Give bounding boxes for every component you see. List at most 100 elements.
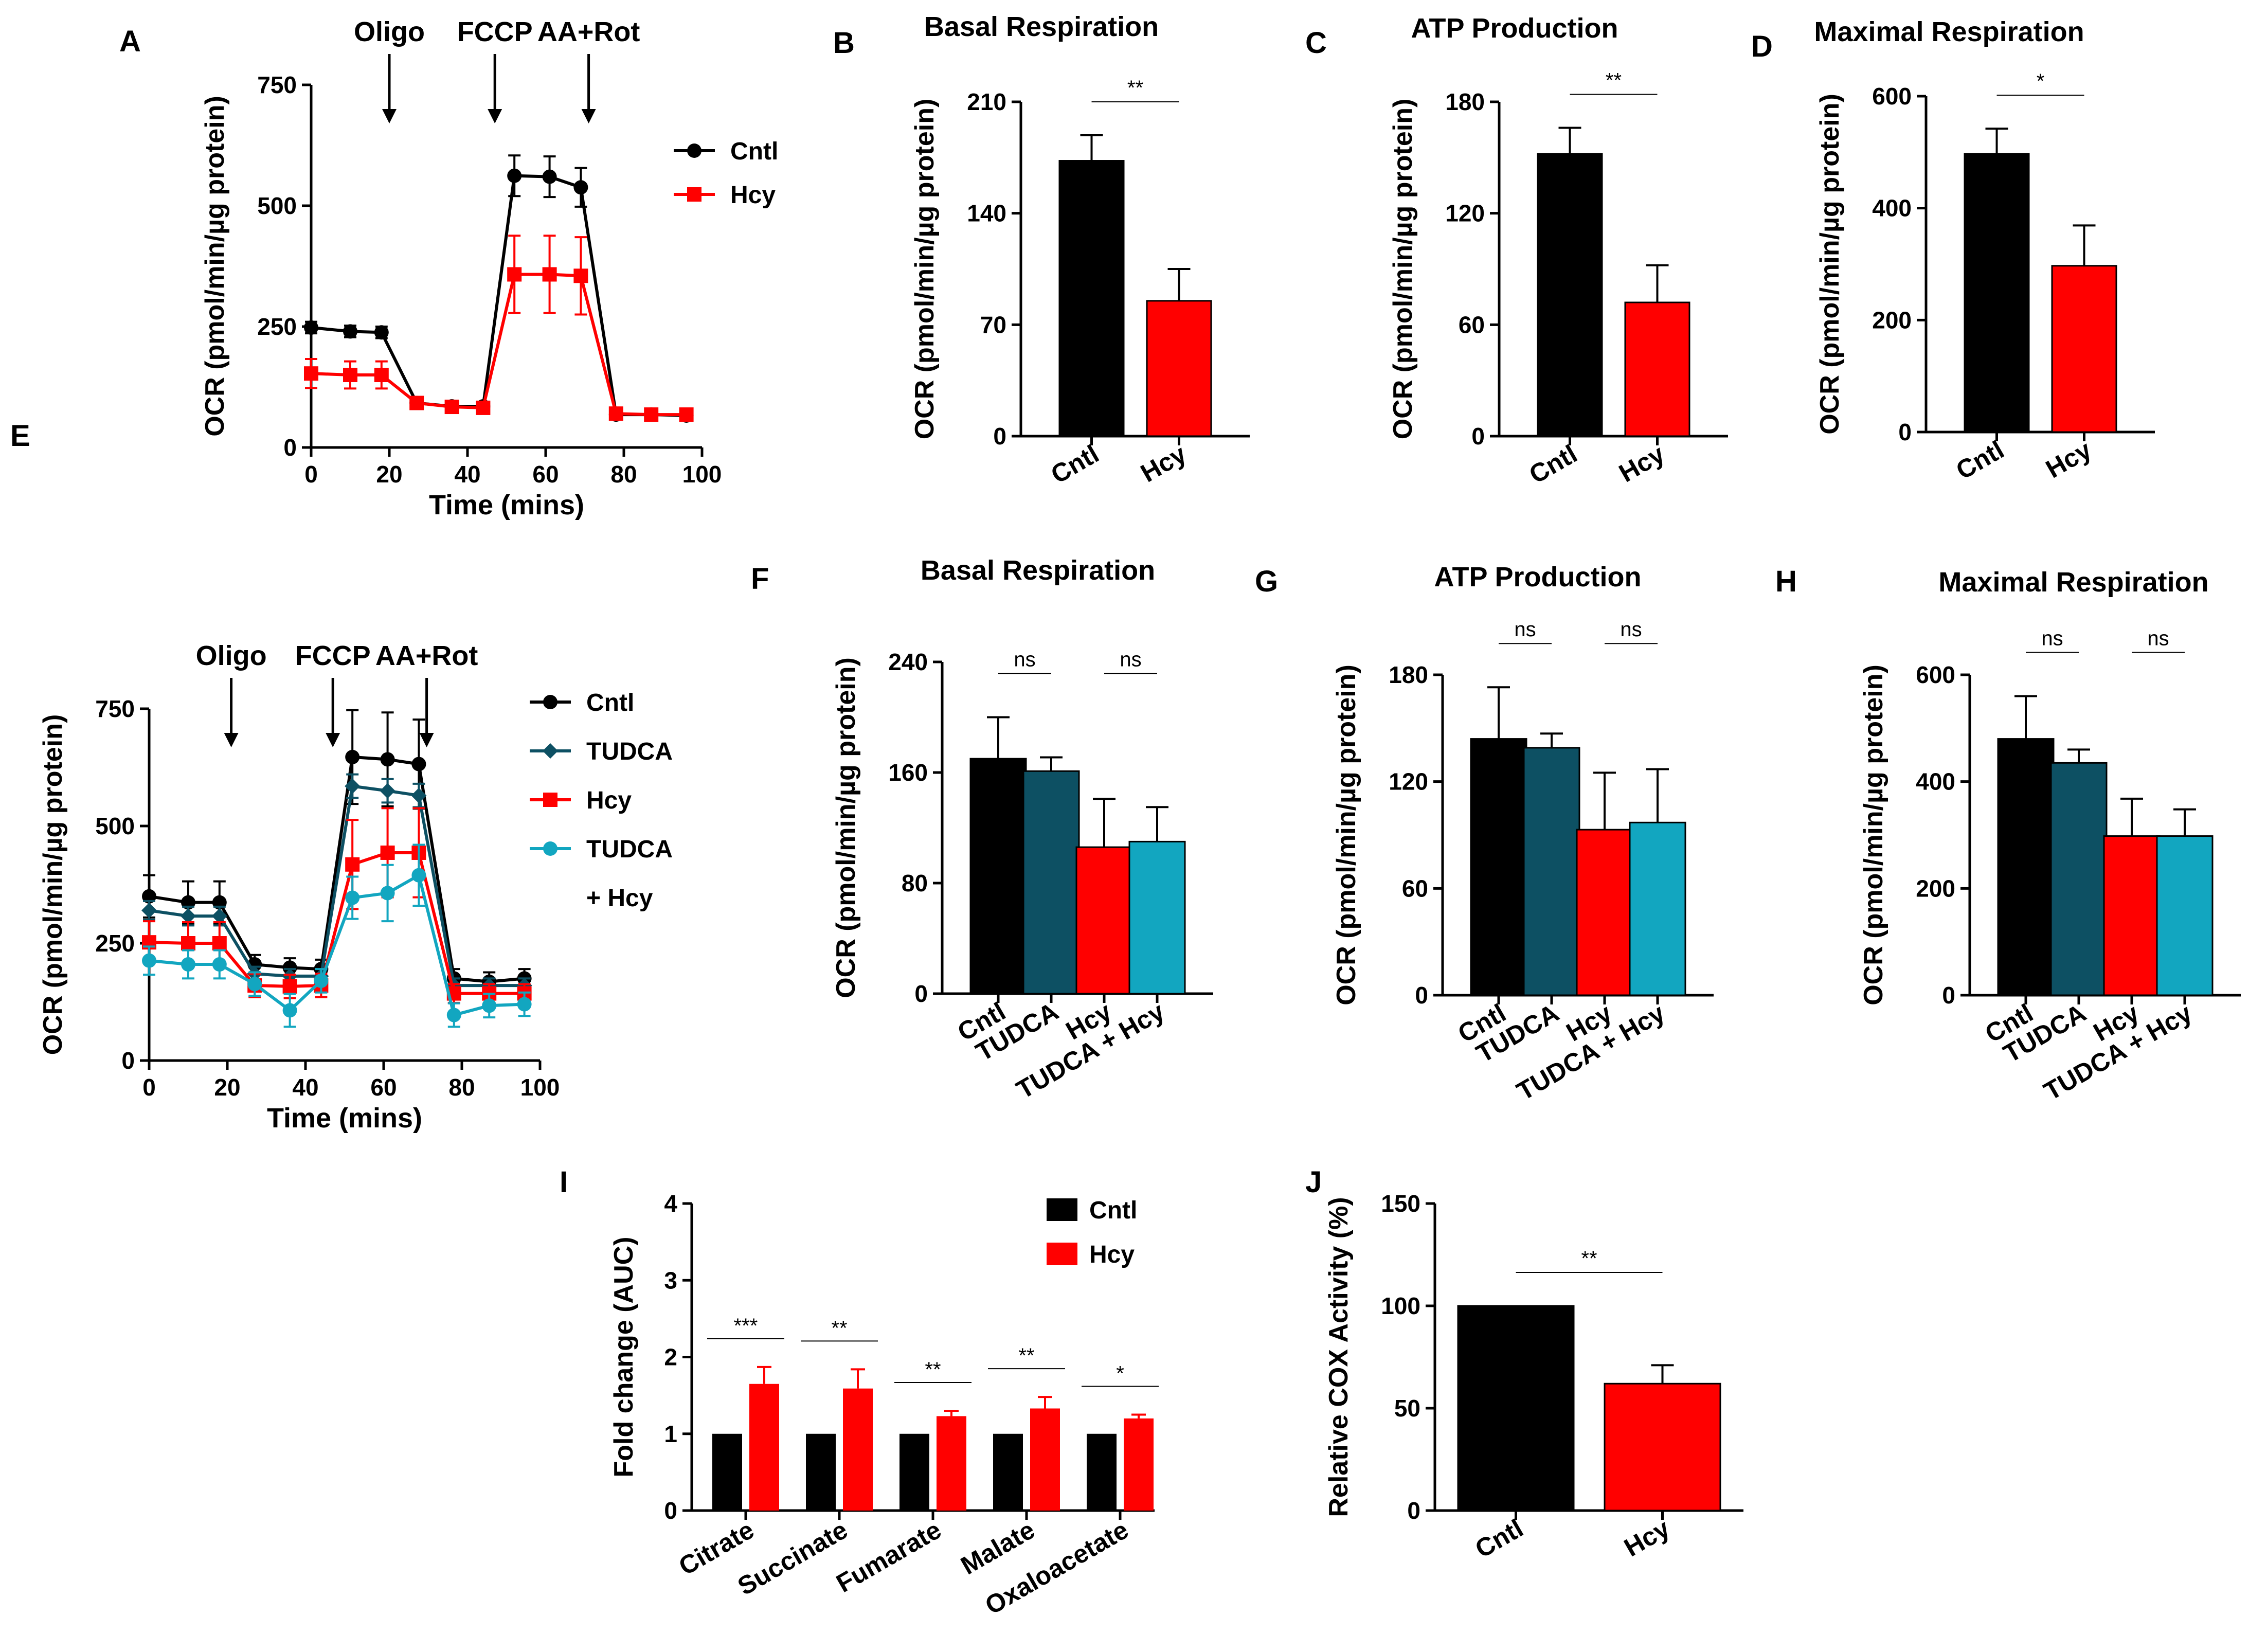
x-axis-label: Time (mins) bbox=[429, 490, 584, 520]
bar-cntl-malate bbox=[993, 1433, 1023, 1511]
data-point bbox=[380, 783, 395, 799]
legend-label: Hcy bbox=[586, 787, 632, 814]
injection-label: AA+Rot bbox=[537, 16, 640, 47]
significance-label: ns bbox=[1620, 618, 1642, 641]
legend-label: TUDCA bbox=[586, 836, 673, 863]
panel-c: C ATP Production 0 60 120 180 OCR (pmol/min/µg… bbox=[1305, 13, 1728, 489]
bar-tudca bbox=[2050, 762, 2108, 996]
category-label: Fumarate bbox=[832, 1515, 946, 1598]
x-tick-label: 20 bbox=[214, 1074, 240, 1101]
x-tick-label: 100 bbox=[520, 1074, 560, 1101]
significance-label: ns bbox=[2147, 627, 2169, 650]
panel-h-y-label: OCR (pmol/min/µg protein) bbox=[1859, 665, 1888, 1005]
data-point bbox=[573, 180, 588, 195]
data-point bbox=[542, 267, 557, 282]
x-tick-label: 40 bbox=[292, 1074, 318, 1101]
data-point bbox=[517, 997, 532, 1012]
x-tick-label: 0 bbox=[142, 1074, 156, 1101]
data-point bbox=[212, 957, 227, 972]
data-point bbox=[343, 368, 357, 382]
x-axis-label: Time (mins) bbox=[267, 1103, 422, 1134]
panel-letter: C bbox=[1305, 26, 1327, 60]
panel-b-y-tick-label: 70 bbox=[980, 311, 1006, 338]
legend-label: Hcy bbox=[1089, 1241, 1135, 1268]
panel-b: B Basal Respiration 0 70 140 210 OCR (pmol/min… bbox=[833, 11, 1250, 489]
data-point bbox=[211, 908, 227, 924]
panel-d: D Maximal Respiration 0 200 400 600 OCR (pmol/… bbox=[1751, 16, 2155, 485]
data-point bbox=[181, 957, 195, 972]
injection-arrowhead bbox=[326, 733, 340, 747]
significance-label: ns bbox=[1120, 649, 1141, 671]
bar-hcy bbox=[1576, 829, 1633, 996]
bar-hcy-oxaloacetate bbox=[1124, 1418, 1154, 1511]
panel-j: J 0 50 100 150 Relative COX Activity (%) Cntl H… bbox=[1305, 1165, 1743, 1564]
panel-f-y-tick-label: 0 bbox=[914, 980, 928, 1007]
panel-i-y-label: Fold change (AUC) bbox=[609, 1237, 639, 1478]
significance-label: * bbox=[2037, 70, 2045, 93]
chart-title: Maximal Respiration bbox=[1938, 567, 2208, 598]
bar-hcy bbox=[1146, 300, 1212, 437]
panel-d-y-tick-label: 0 bbox=[1898, 419, 1912, 445]
panel-d-y-tick-label: 600 bbox=[1872, 83, 1912, 110]
legend-e: Cntl TUDCA Hcy TUDCA + Hcy bbox=[530, 689, 673, 912]
panel-a: A 0 250 500 750 0 20 40 60 80 100 Time (mins) OCR (p… bbox=[119, 16, 722, 520]
category-label: Cntl bbox=[1470, 1514, 1528, 1564]
injection-label: AA+Rot bbox=[375, 640, 478, 671]
chart-title: Maximal Respiration bbox=[1814, 16, 2084, 47]
legend-label: TUDCA bbox=[586, 738, 673, 765]
data-point bbox=[304, 320, 318, 335]
bar-cntl bbox=[1457, 1305, 1575, 1512]
panel-g-y-tick-label: 60 bbox=[1402, 875, 1428, 902]
significance-label: ** bbox=[1581, 1247, 1597, 1270]
data-point bbox=[142, 889, 156, 904]
panel-e-y-tick-label: 500 bbox=[95, 813, 135, 839]
x-tick-label: 40 bbox=[454, 461, 480, 488]
panel-h-y-tick-label: 0 bbox=[1942, 982, 1955, 1009]
significance-label: *** bbox=[734, 1315, 758, 1337]
significance-label: ns bbox=[1514, 618, 1536, 641]
data-point bbox=[411, 757, 426, 771]
bar-cntl bbox=[1997, 738, 2055, 996]
data-point bbox=[446, 1008, 461, 1022]
data-point bbox=[282, 979, 297, 994]
panel-j-y-tick-label: 50 bbox=[1394, 1395, 1420, 1422]
bar-cntl bbox=[1537, 153, 1603, 437]
legend-marker bbox=[687, 143, 701, 158]
panel-c-y-tick-label: 0 bbox=[1471, 423, 1485, 450]
data-point bbox=[345, 749, 360, 764]
panel-d-y-tick-label: 400 bbox=[1872, 195, 1912, 222]
bar-hcy-succinate bbox=[843, 1388, 873, 1511]
data-point bbox=[679, 407, 694, 422]
panel-c-y-label: OCR (pmol/min/µg protein) bbox=[1388, 99, 1418, 440]
data-point bbox=[409, 396, 424, 410]
data-point bbox=[644, 407, 659, 422]
panel-f-y-label: OCR (pmol/min/µg protein) bbox=[831, 657, 861, 998]
data-point bbox=[542, 169, 557, 184]
data-point bbox=[380, 886, 395, 901]
category-label: Hcy bbox=[1614, 439, 1670, 488]
bar-cntl bbox=[1058, 160, 1125, 437]
panel-g-y-tick-label: 180 bbox=[1389, 661, 1428, 688]
panel-j-y-tick-label: 0 bbox=[1407, 1497, 1420, 1524]
panel-g-y-tick-label: 0 bbox=[1415, 982, 1428, 1009]
data-point bbox=[482, 998, 497, 1013]
panel-i-y-tick-label: 2 bbox=[664, 1344, 677, 1371]
bar-cntl-succinate bbox=[806, 1433, 836, 1511]
bar-hcy bbox=[1624, 301, 1690, 437]
legend-label: + Hcy bbox=[586, 885, 653, 912]
legend-swatch bbox=[1047, 1198, 1077, 1221]
panel-i-y-tick-label: 4 bbox=[664, 1190, 677, 1217]
significance-label: ** bbox=[831, 1317, 847, 1339]
panel-j-y-tick-label: 100 bbox=[1381, 1292, 1420, 1319]
data-point bbox=[573, 268, 588, 283]
x-tick-label: 100 bbox=[682, 461, 722, 488]
injection-arrowhead bbox=[382, 109, 397, 123]
panel-letter: G bbox=[1255, 565, 1278, 598]
legend-marker bbox=[543, 841, 557, 856]
data-point bbox=[507, 267, 522, 282]
chart-title: Basal Respiration bbox=[921, 555, 1155, 586]
data-point bbox=[345, 778, 361, 794]
data-point bbox=[608, 406, 623, 421]
panel-a-y-label: OCR (pmol/min/µg protein) bbox=[200, 96, 230, 437]
data-point bbox=[374, 325, 389, 340]
